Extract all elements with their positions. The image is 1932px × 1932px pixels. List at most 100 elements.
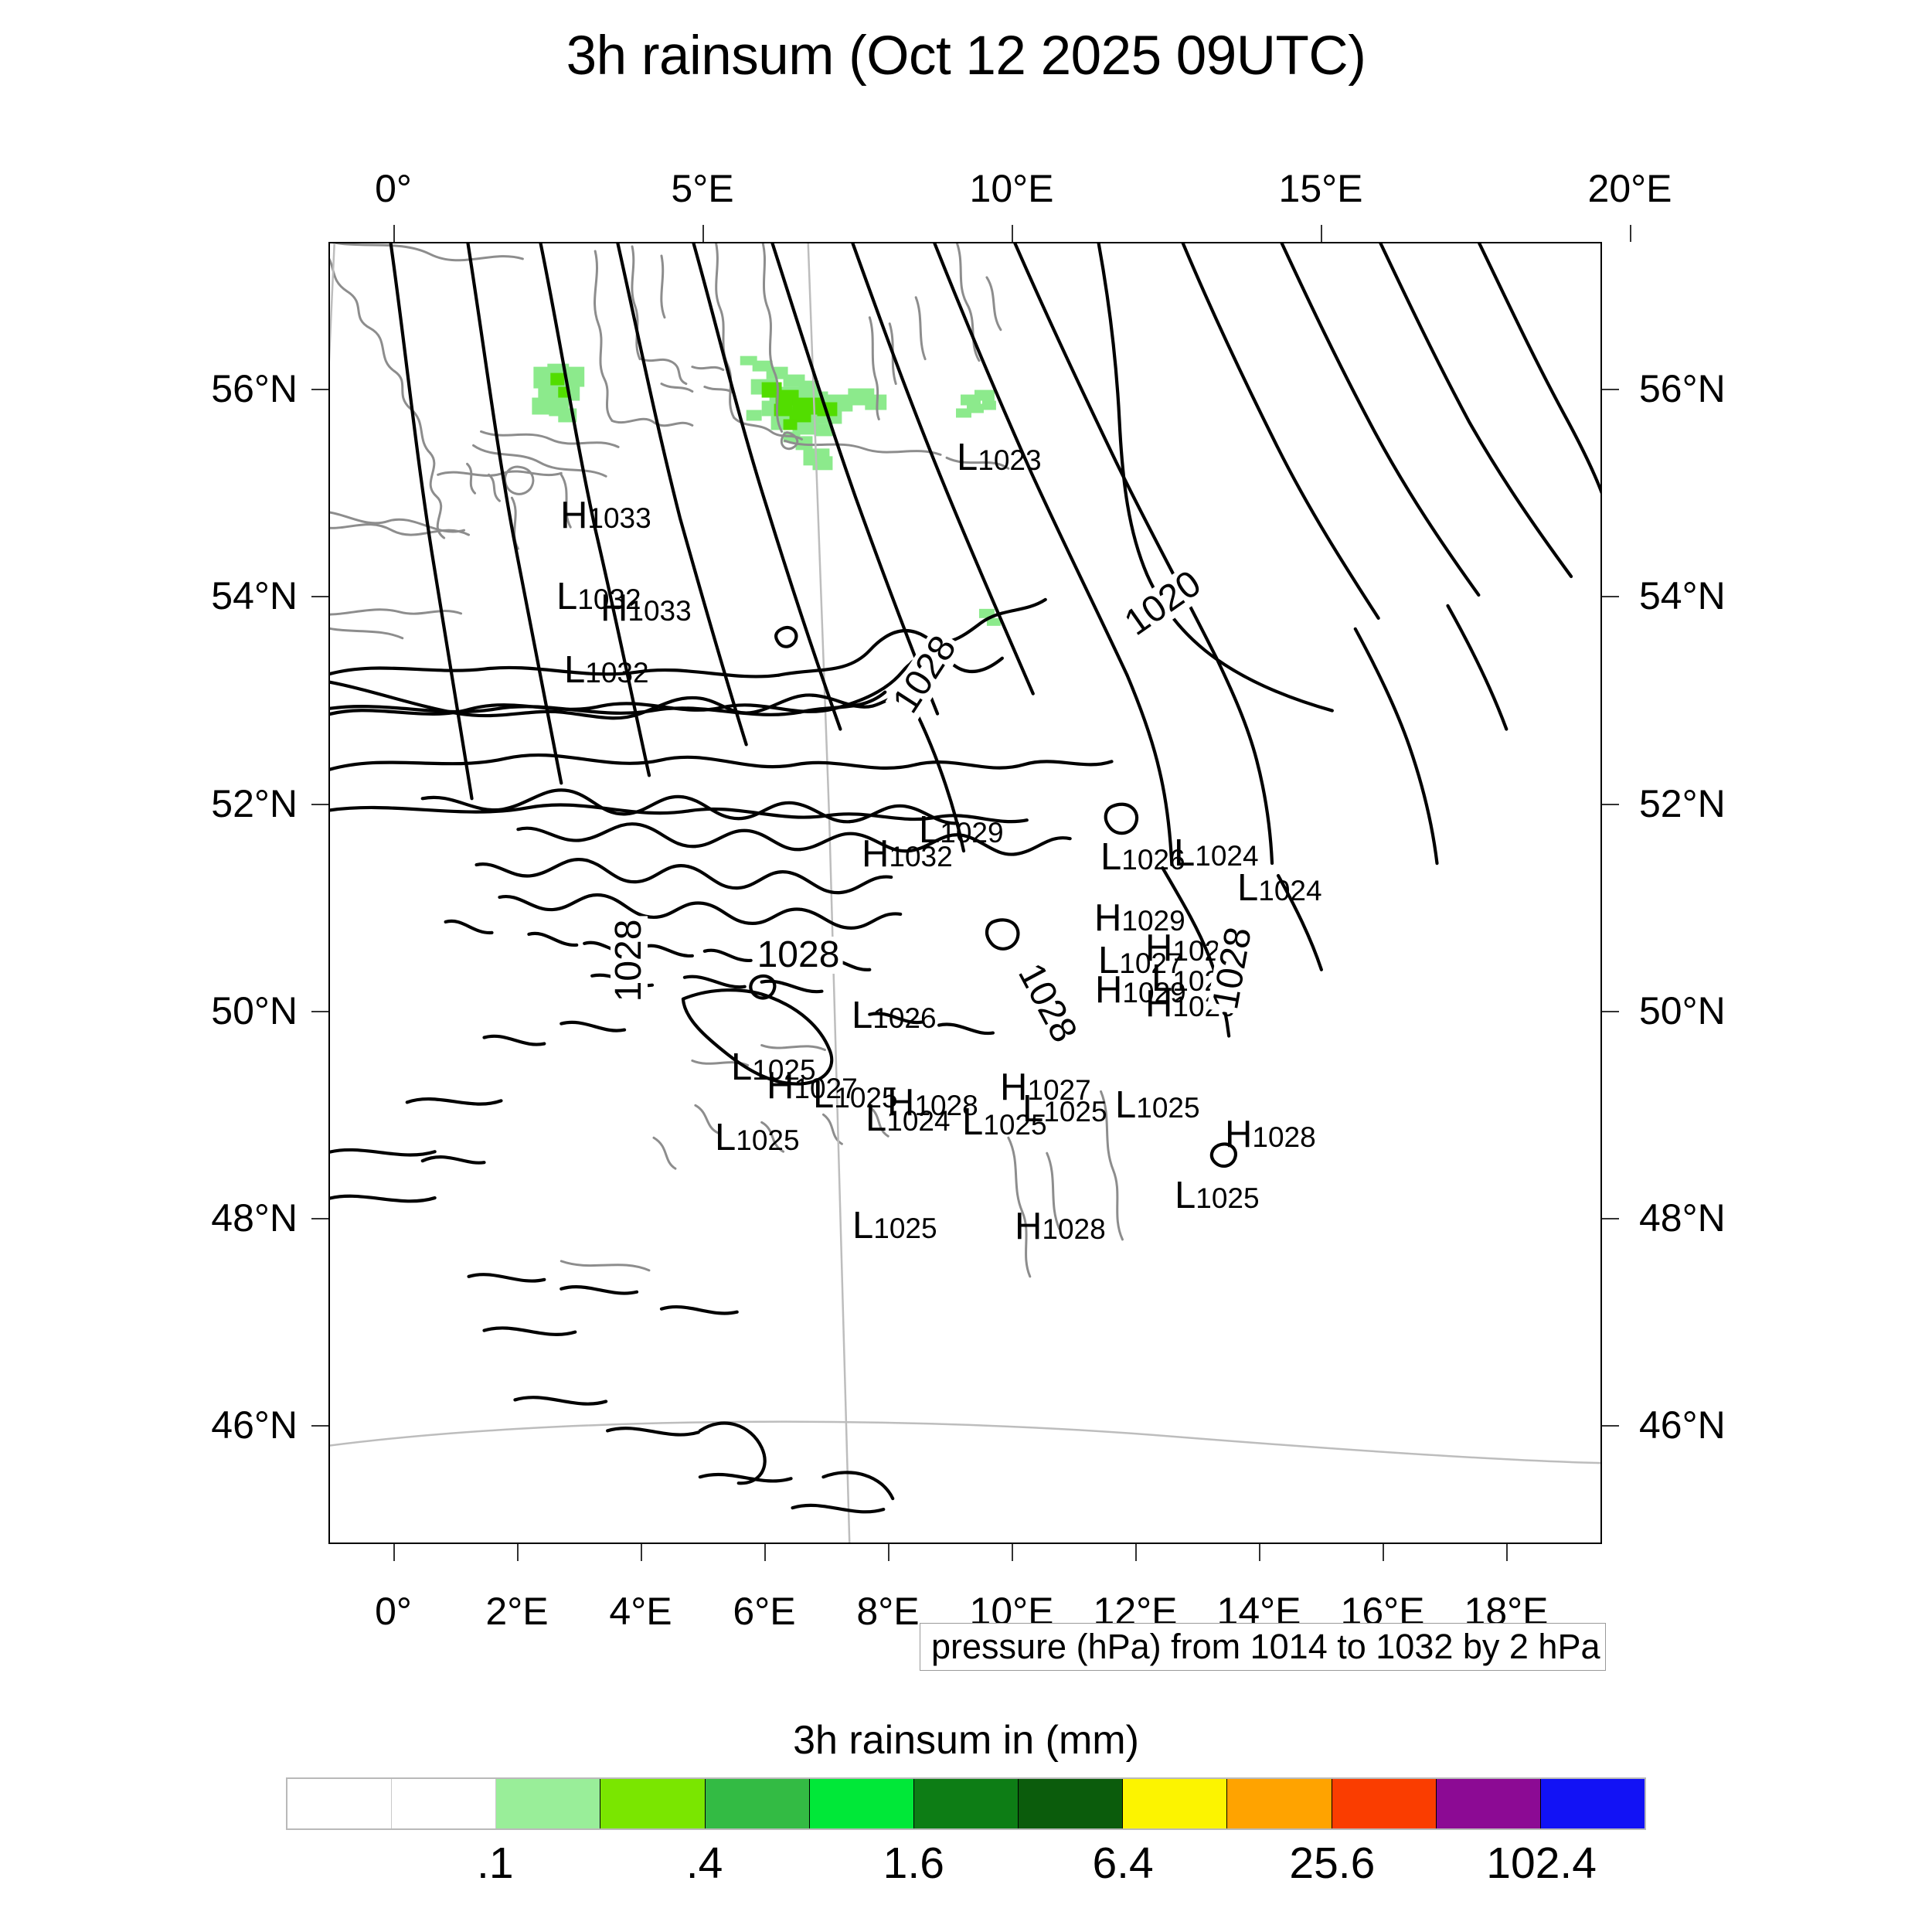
- axis-tick: [1602, 1010, 1619, 1012]
- axis-tick: [311, 389, 328, 391]
- pressure-high-marker: H1027: [1000, 1069, 1091, 1107]
- pressure-marker-value: 1029: [940, 817, 1004, 849]
- axis-tick-label: 0°: [375, 167, 412, 210]
- pressure-marker-kind: H: [600, 587, 628, 629]
- colorbar-segment: [1123, 1779, 1228, 1828]
- pressure-marker-value: 1025: [983, 1109, 1047, 1141]
- axis-tick-label: 8°E: [856, 1590, 920, 1633]
- pressure-marker-kind: L: [556, 576, 578, 617]
- pressure-high-marker: H1028: [887, 1084, 978, 1122]
- pressure-marker-value: 1027: [794, 1073, 858, 1104]
- pressure-marker-kind: H: [767, 1065, 794, 1107]
- axis-tick-label: 56°N: [211, 367, 298, 411]
- colorbar-segment: [1540, 1779, 1645, 1828]
- precip-poland-coast: [956, 389, 996, 418]
- pressure-marker-value: 1025: [873, 1213, 937, 1244]
- axis-tick-label: 10°E: [969, 167, 1054, 210]
- axis-tick-label: 46°N: [211, 1403, 298, 1447]
- colorbar-segment: [1436, 1779, 1541, 1828]
- colorbar-tick-label: .1: [476, 1838, 514, 1888]
- axis-tick-label: 56°N: [1639, 367, 1726, 411]
- precip-se-poland: [978, 608, 1001, 626]
- axis-tick-label: 52°N: [211, 781, 298, 825]
- axis-tick-label: 5°E: [671, 167, 734, 210]
- pressure-marker-value: 1025: [736, 1124, 800, 1156]
- pressure-legend-text: pressure (hPa) from 1014 to 1032 by 2 hP…: [931, 1627, 1600, 1666]
- pressure-marker-value: 1025: [1196, 1182, 1260, 1214]
- pressure-marker-value: 1023: [978, 444, 1042, 476]
- pressure-high-marker: H1028: [1015, 1208, 1106, 1246]
- pressure-marker-value: 1029: [1122, 977, 1186, 1009]
- pressure-marker-value: 1027: [1119, 947, 1183, 979]
- colorbar-tick-label: .4: [685, 1838, 723, 1888]
- pressure-low-marker: L1025: [813, 1077, 898, 1114]
- pressure-low-marker: L1032: [556, 578, 641, 616]
- axis-tick: [1602, 803, 1619, 805]
- pressure-low-marker: L1029: [919, 811, 1004, 849]
- axis-tick: [1259, 1544, 1260, 1561]
- axis-tick: [1630, 225, 1631, 242]
- pressure-low-marker: L1023: [957, 439, 1042, 477]
- pressure-marker-kind: H: [1000, 1066, 1028, 1108]
- pressure-marker-kind: H: [1225, 1114, 1253, 1155]
- axis-tick: [311, 1010, 328, 1012]
- colorbar-tick-label: 6.4: [1092, 1838, 1154, 1888]
- pressure-low-marker: L1025: [1022, 1090, 1107, 1128]
- colorbar-segment: [809, 1779, 914, 1828]
- pressure-marker-value: 1033: [628, 595, 692, 627]
- pressure-low-marker: L1024: [1174, 835, 1259, 872]
- axis-tick-label: 50°N: [211, 988, 298, 1032]
- pressure-marker-value: 1026: [872, 1002, 937, 1034]
- pressure-marker-value: 1027: [1027, 1074, 1091, 1106]
- map-canvas: [330, 243, 1600, 1543]
- pressure-high-marker: H1029: [1145, 985, 1236, 1023]
- pressure-marker-kind: L: [957, 437, 978, 478]
- colorbar-segment: [287, 1779, 393, 1828]
- pressure-marker-value: 1032: [889, 841, 953, 872]
- page-title: 3h rainsum (Oct 12 2025 09UTC): [566, 26, 1366, 87]
- pressure-low-marker: L1024: [866, 1100, 951, 1138]
- pressure-marker-kind: L: [564, 649, 586, 691]
- axis-tick-label: 0°: [375, 1590, 412, 1633]
- pressure-high-marker: H1033: [560, 497, 651, 535]
- pressure-marker-kind: L: [1151, 957, 1173, 999]
- axis-tick: [1012, 1544, 1013, 1561]
- pressure-high-marker: H1032: [862, 835, 953, 873]
- pressure-marker-kind: H: [862, 833, 889, 875]
- map-plot-area: [328, 242, 1602, 1544]
- pressure-marker-kind: H: [1094, 897, 1122, 939]
- pressure-low-marker: L1025: [852, 1207, 937, 1245]
- pressure-marker-value: 1028: [1042, 1213, 1106, 1245]
- axis-tick-label: 6°E: [733, 1590, 796, 1633]
- pressure-marker-kind: L: [1098, 940, 1120, 981]
- pressure-marker-value: 1024: [1195, 840, 1259, 872]
- pressure-low-marker: L1024: [1237, 869, 1322, 907]
- pressure-marker-kind: L: [919, 809, 940, 851]
- pressure-marker-kind: H: [1145, 927, 1173, 969]
- pressure-marker-kind: H: [887, 1082, 915, 1124]
- axis-tick-label: 4°E: [609, 1590, 672, 1633]
- colorbar-segment: [705, 1779, 810, 1828]
- pressure-low-marker: L1025: [715, 1119, 800, 1157]
- axis-tick-label: 48°N: [1639, 1196, 1726, 1240]
- axis-tick-label: 46°N: [1639, 1403, 1726, 1447]
- pressure-marker-kind: L: [866, 1097, 887, 1139]
- pressure-marker-value: 1025: [752, 1054, 816, 1086]
- pressure-marker-value: 1028: [1252, 1121, 1316, 1153]
- axis-tick: [311, 1217, 328, 1219]
- axis-tick-label: 15°E: [1278, 167, 1363, 210]
- colorbar-segment: [1019, 1779, 1124, 1828]
- pressure-marker-kind: H: [560, 495, 588, 536]
- axis-tick-label: 54°N: [211, 574, 298, 618]
- axis-tick: [641, 1544, 642, 1561]
- colorbar-tick-label: 1.6: [883, 1838, 944, 1888]
- colorbar-tick-label: 102.4: [1486, 1838, 1597, 1888]
- axis-tick: [1506, 1544, 1508, 1561]
- axis-tick: [1012, 225, 1013, 242]
- axis-tick-label: 50°N: [1639, 988, 1726, 1032]
- axis-tick: [311, 596, 328, 598]
- colorbar-segment: [496, 1779, 601, 1828]
- pressure-marker-value: 1024: [1258, 875, 1322, 906]
- pressure-low-marker: L1027: [1098, 942, 1183, 980]
- colorbar-segment: [1332, 1779, 1437, 1828]
